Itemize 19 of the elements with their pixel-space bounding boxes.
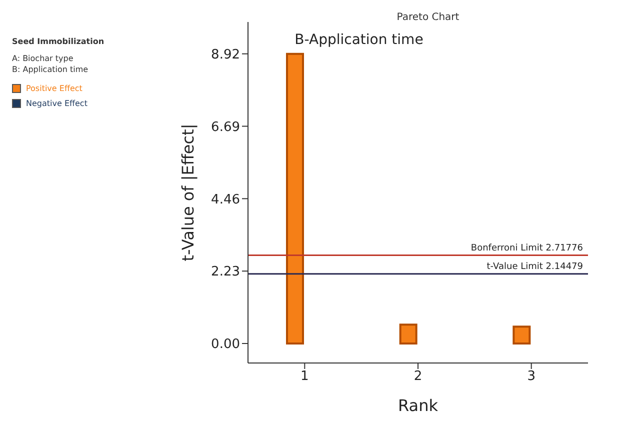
text: 4.46 bbox=[211, 192, 240, 208]
x-tick-label: 3 bbox=[527, 369, 536, 384]
x-tick-label: 2 bbox=[414, 369, 422, 384]
legend-label: Positive Effect bbox=[26, 83, 82, 94]
annotation: B-Application time bbox=[294, 32, 424, 48]
chart-title: Pareto Chart bbox=[396, 12, 460, 23]
text: 0.00 bbox=[211, 337, 240, 352]
text: 2.23 bbox=[211, 264, 240, 280]
text: Seed Immobilization bbox=[12, 36, 104, 47]
y-axis-title: t-Value of |Effect| bbox=[178, 124, 198, 262]
legend-label: Negative Effect bbox=[26, 98, 88, 109]
text: 6.69 bbox=[211, 120, 240, 135]
x-axis-title: Rank bbox=[398, 396, 439, 415]
text: A: Biochar type bbox=[12, 53, 74, 64]
text: 8.92 bbox=[211, 47, 240, 62]
ref-line-label: Bonferroni Limit 2.71776 bbox=[470, 243, 584, 254]
text: B: Application time bbox=[12, 64, 90, 75]
x-tick-label: 1 bbox=[300, 369, 309, 384]
ref-line-label: t-Value Limit 2.14479 bbox=[486, 262, 584, 272]
